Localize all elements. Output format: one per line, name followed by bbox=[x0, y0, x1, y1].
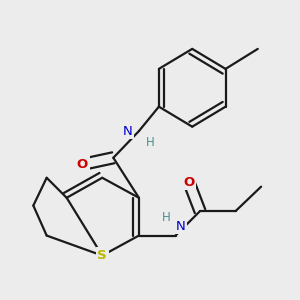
Text: S: S bbox=[98, 249, 107, 262]
Text: O: O bbox=[183, 176, 194, 189]
Text: H: H bbox=[162, 211, 171, 224]
Text: N: N bbox=[123, 124, 133, 138]
Text: O: O bbox=[76, 158, 88, 171]
Text: N: N bbox=[176, 220, 186, 233]
Text: H: H bbox=[146, 136, 154, 149]
